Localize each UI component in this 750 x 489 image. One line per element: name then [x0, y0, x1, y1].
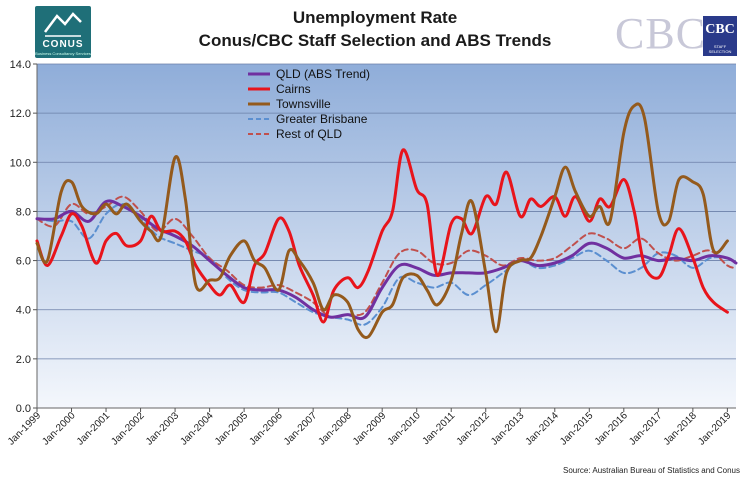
legend-label: Rest of QLD [276, 127, 342, 141]
x-tick-label: Jan-2015 [558, 410, 596, 448]
series-lines [35, 102, 738, 340]
series-line-rest-of-qld [36, 195, 737, 319]
x-tick-label: Jan-2002 [109, 410, 147, 448]
y-tick-label: 10.0 [10, 157, 31, 169]
series-line-cairns [35, 148, 729, 324]
x-tick-label: Jan-2007 [282, 410, 320, 448]
y-axis-ticks: 0.0 2.0 4.0 6.0 8.0 10.0 12.0 14.0 [10, 59, 37, 415]
y-tick-label: 8.0 [16, 206, 31, 218]
legend-label: Greater Brisbane [276, 112, 368, 126]
x-axis-ticks: Jan-1999Jan-2000Jan-2001Jan-2002Jan-2003… [6, 408, 734, 448]
cbc-logo-badge: CBC STAFF SELECTION [703, 16, 737, 56]
cbc-logo: CBC CBC STAFF SELECTION [615, 12, 737, 56]
source-note: Source: Australian Bureau of Statistics … [563, 466, 740, 475]
x-tick-label: Jan-2003 [144, 410, 182, 448]
series-line-greater-brisbane [36, 203, 737, 326]
x-tick-label: Jan-2013 [489, 410, 527, 448]
y-tick-label: 14.0 [10, 59, 31, 71]
x-tick-label: Jan-2005 [213, 410, 251, 448]
conus-logo: CONUS Business Consultancy Services [35, 6, 91, 58]
cbc-badge-subtext: STAFF SELECTION [708, 44, 732, 54]
conus-logo-subtext: Business Consultancy Services [35, 51, 91, 56]
x-tick-label: Jan-2004 [178, 410, 216, 448]
x-tick-label: Jan-2001 [75, 410, 113, 448]
cbc-badge-text: CBC [705, 22, 735, 37]
x-tick-label: Jan-1999 [6, 410, 44, 448]
y-tick-label: 6.0 [16, 256, 31, 268]
conus-logo-mark-icon [44, 12, 82, 37]
x-tick-label: Jan-2000 [40, 410, 78, 448]
legend-label: QLD (ABS Trend) [276, 67, 370, 81]
legend-label: Cairns [276, 82, 311, 96]
cbc-logo-text: CBC [615, 9, 707, 58]
x-tick-label: Jan-2018 [662, 410, 700, 448]
chart-title-line-1: Unemployment Rate [292, 8, 458, 27]
x-tick-label: Jan-2019 [696, 410, 734, 448]
y-tick-label: 4.0 [16, 305, 31, 317]
x-tick-label: Jan-2016 [593, 410, 631, 448]
x-tick-label: Jan-2014 [524, 410, 562, 448]
x-tick-label: Jan-2008 [317, 410, 355, 448]
x-tick-label: Jan-2010 [386, 410, 424, 448]
x-tick-label: Jan-2011 [421, 410, 458, 447]
chart-title-line-2: Conus/CBC Staff Selection and ABS Trends [198, 31, 552, 50]
x-tick-label: Jan-2006 [247, 410, 285, 448]
y-tick-label: 2.0 [16, 354, 31, 366]
x-tick-label: Jan-2012 [455, 410, 493, 448]
series-line-townsville [35, 102, 729, 340]
conus-logo-text: CONUS [42, 39, 84, 50]
y-tick-label: 0.0 [16, 403, 31, 415]
series-line-qld-abs-trend [35, 199, 738, 321]
y-tick-label: 12.0 [10, 108, 31, 120]
x-tick-label: Jan-2017 [627, 410, 665, 448]
x-tick-label: Jan-2009 [351, 410, 389, 448]
legend-label: Townsville [276, 97, 331, 111]
